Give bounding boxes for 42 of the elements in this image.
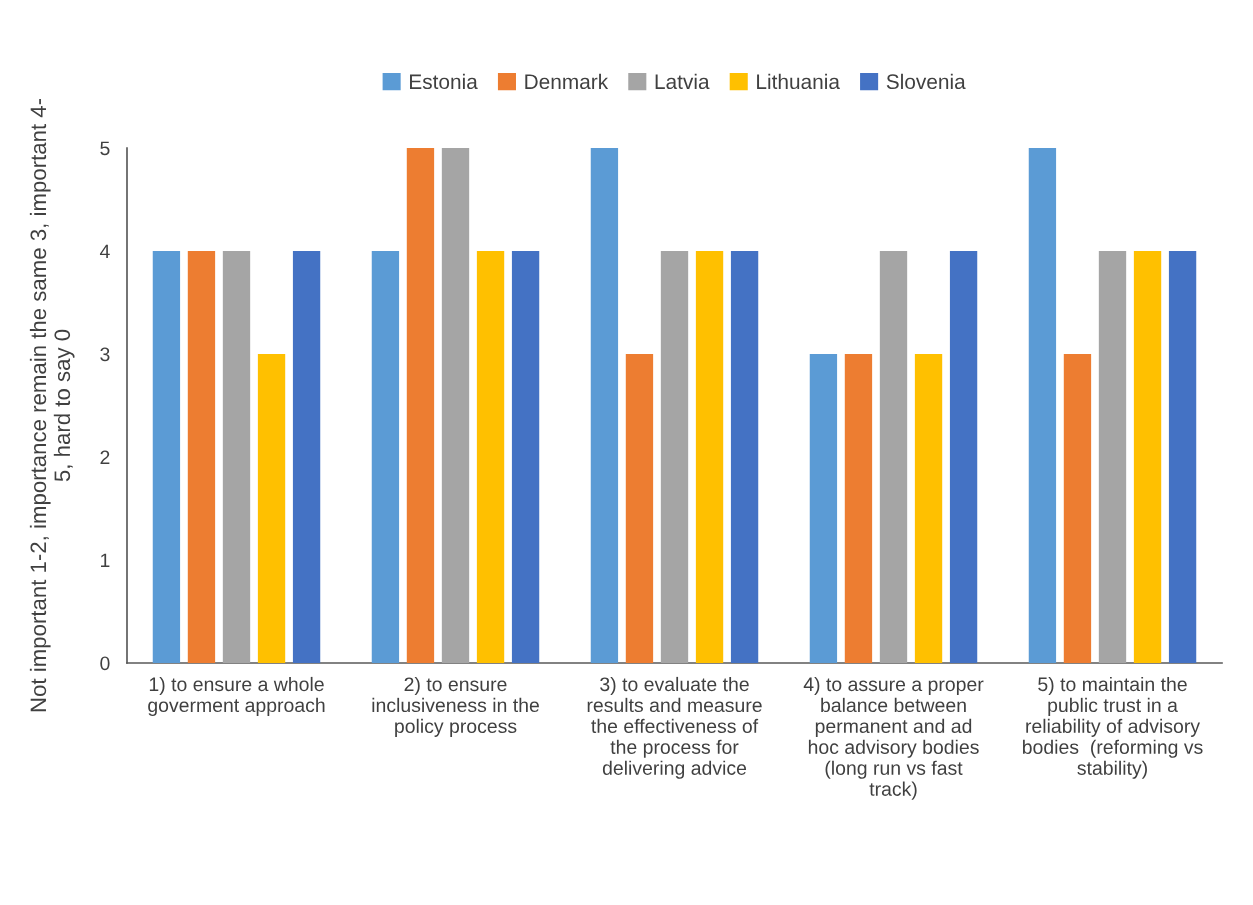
bar [292,251,321,663]
x-tick-label: 4) to assure a proper balance between permanent and ad hoc advisory bodies (long run vs fast track) [803,676,984,800]
bar [625,354,654,663]
x-tick-label: 1) to ensure a whole goverment approach [148,676,325,716]
bar [476,251,505,663]
bar [660,251,689,663]
y-tick-label: 4 [99,244,110,259]
bar [914,354,943,663]
y-tick-label: 2 [100,450,110,465]
y-tick-label: 1 [101,553,110,568]
bar [949,251,978,663]
legend-label: Slovenia [886,73,966,90]
bar [1063,354,1092,663]
bar [844,354,873,663]
bar [222,251,251,663]
bar [1168,251,1197,663]
bar [1133,251,1162,663]
bar [152,251,181,663]
bar [879,251,908,663]
legend-label: Latvia [655,73,710,90]
bar [187,251,216,663]
bar [406,148,435,663]
bar [1098,251,1127,663]
bar [441,148,470,663]
x-tick-label: 2) to ensure inclusiveness in the policy process [372,676,539,737]
y-tick-label: 0 [100,656,110,671]
bar [590,148,619,663]
y-tick-label: 3 [100,347,110,362]
bar [695,251,724,663]
x-tick-label: 5) to maintain the public trust in a reliability of advisory bodies (reforming vs stability) [1022,676,1203,779]
x-tick-label: 3) to evaluate the results and measure the effectiveness of the process for delivering advice [587,676,762,779]
bar [730,251,759,663]
bar [1028,148,1057,663]
legend-label: Denmark [525,73,609,90]
bar [809,354,838,663]
legend-label: Lithuania [757,73,840,90]
bar [257,354,286,663]
y-tick-label: 5 [100,141,110,156]
y-axis-title: Not important 1-2, importance remain the same 3, important 4- 5, hard to say 0 [29,98,75,712]
legend-label: Estonia [410,73,478,90]
bar [371,251,400,663]
bar [511,251,540,663]
